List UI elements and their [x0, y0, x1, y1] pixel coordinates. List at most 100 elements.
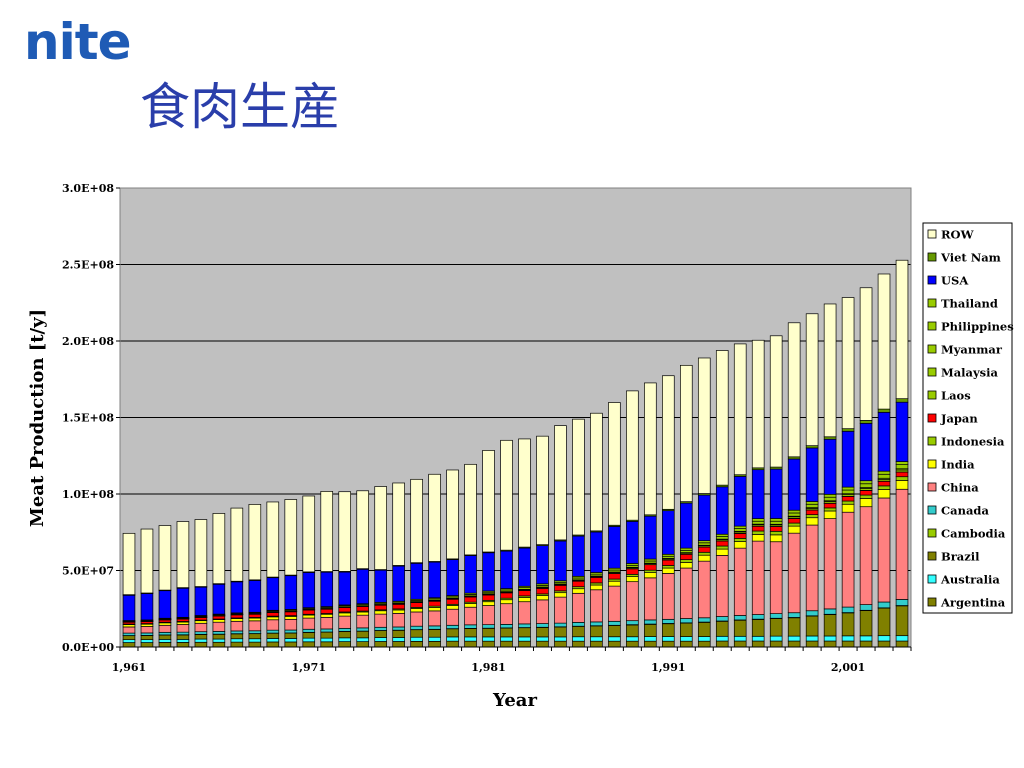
- bar-segment-japan: [176, 618, 190, 622]
- bar-segment-india: [805, 517, 819, 526]
- bar-segment-india: [787, 525, 801, 534]
- bar-segment-canada: [859, 604, 873, 611]
- bar-segment-australia: [140, 639, 154, 643]
- bar-segment-china: [374, 613, 387, 628]
- bar-stack-1989: [626, 390, 639, 648]
- bar-segment-canada: [662, 618, 675, 624]
- legend-swatch: [927, 574, 937, 584]
- bar-segment-indonesia: [841, 500, 855, 505]
- bar-segment-thailand: [805, 501, 819, 505]
- bar-segment-argentina: [374, 641, 387, 648]
- bar-segment-usa: [895, 401, 909, 462]
- bar-segment-japan: [841, 496, 855, 502]
- bar-segment-canada: [212, 631, 226, 635]
- x-tick-label: 1,961: [112, 661, 146, 674]
- bar-segment-usa: [697, 494, 711, 542]
- bar-segment-viet-nam: [823, 436, 837, 440]
- bar-stack-1999: [805, 313, 819, 648]
- bar-segment-brazil: [410, 629, 423, 638]
- bar-segment-brazil: [338, 631, 351, 639]
- bar-segment-argentina: [500, 640, 513, 648]
- bar-segment-china: [248, 620, 262, 632]
- bar-segment-row: [194, 519, 208, 587]
- bar-segment-argentina: [464, 640, 477, 648]
- legend-swatch: [927, 252, 937, 262]
- bar-segment-japan: [877, 480, 891, 487]
- bar-segment-usa: [194, 586, 208, 616]
- bar-segment-brazil: [787, 617, 801, 637]
- bar-segment-japan: [338, 607, 351, 613]
- bar-segment-india: [590, 584, 603, 591]
- bar-segment-india: [662, 567, 675, 574]
- bar-segment-australia: [374, 637, 387, 642]
- bar-segment-canada: [751, 614, 765, 620]
- x-tick-label: 1,991: [651, 661, 685, 674]
- bar-segment-brazil: [446, 628, 459, 638]
- y-axis-ticks: 0.0E+00 5.0E+07 1.0E+08 1.5E+08 2.0E+08 2.5E+…: [62, 182, 120, 654]
- bar-segment-row: [805, 313, 819, 447]
- bar-segment-canada: [841, 606, 855, 613]
- bar-segment-brazil: [590, 625, 603, 638]
- bar-segment-australia: [500, 636, 513, 642]
- bar-stack-1969: [266, 501, 280, 648]
- bar-segment-india: [572, 588, 585, 594]
- legend-label: Canada: [941, 504, 989, 518]
- bar-segment-canada: [266, 629, 280, 634]
- bar-segment-australia: [356, 637, 369, 642]
- bar-segment-japan: [356, 606, 369, 612]
- bar-segment-china: [212, 621, 226, 632]
- bar-segment-japan: [679, 553, 693, 560]
- bar-segment-brazil: [230, 633, 244, 640]
- bar-segment-argentina: [392, 641, 405, 648]
- bar-segment-australia: [176, 638, 190, 643]
- x-axis-ticks: 1,961 1,971 1,981 1,991 2,001: [112, 646, 912, 674]
- bar-segment-brazil: [662, 623, 675, 637]
- bar-segment-indonesia: [859, 494, 873, 499]
- bar-segment-usa: [733, 476, 747, 527]
- bar-segment-argentina: [338, 641, 351, 648]
- bar-segment-india: [392, 609, 405, 614]
- bar-segment-australia: [769, 635, 783, 642]
- bar-stack-1986: [572, 418, 585, 648]
- bar-segment-usa: [266, 577, 280, 611]
- bar-segment-australia: [608, 636, 621, 642]
- bar-stack-1997: [769, 335, 783, 648]
- y-tick-label: 5.0E+07: [62, 565, 114, 578]
- legend-swatch: [927, 482, 937, 492]
- bar-segment-china: [284, 618, 298, 631]
- bar-segment-canada: [518, 623, 531, 628]
- bar-segment-thailand: [859, 480, 873, 485]
- bar-segment-china: [895, 488, 909, 600]
- bar-segment-china: [769, 541, 783, 614]
- bar-segment-brazil: [266, 632, 280, 639]
- bar-segment-australia: [518, 636, 531, 642]
- bar-segment-philippines: [841, 489, 855, 495]
- x-tick-label: 1,971: [292, 661, 326, 674]
- bar-segment-brazil: [733, 619, 747, 637]
- bar-stack-1994: [715, 350, 729, 648]
- bar-segment-brazil: [392, 629, 405, 638]
- bar-segment-thailand: [751, 518, 765, 522]
- bar-segment-usa: [536, 545, 549, 585]
- bar-segment-argentina: [320, 641, 334, 648]
- bar-stack-1993: [697, 357, 711, 648]
- bar-segment-row: [662, 375, 675, 510]
- bar-segment-brazil: [715, 620, 729, 637]
- legend-label: Myanmar: [941, 343, 1003, 357]
- bar-segment-india: [284, 616, 298, 620]
- bar-segment-japan: [715, 540, 729, 547]
- bar-segment-usa: [122, 594, 136, 621]
- bar-segment-indonesia: [895, 476, 909, 481]
- bar-segment-canada: [392, 626, 405, 631]
- bar-segment-philippines: [715, 536, 729, 540]
- bar-segment-argentina: [140, 642, 154, 648]
- bar-segment-china: [428, 610, 441, 627]
- bar-segment-indonesia: [662, 565, 675, 569]
- bar-segment-australia: [248, 638, 262, 643]
- legend-swatch: [927, 344, 937, 354]
- bar-segment-japan: [805, 509, 819, 515]
- bar-segment-china: [446, 608, 459, 626]
- bar-segment-china: [518, 601, 531, 625]
- bar-segment-china: [697, 560, 711, 619]
- bar-segment-canada: [140, 632, 154, 636]
